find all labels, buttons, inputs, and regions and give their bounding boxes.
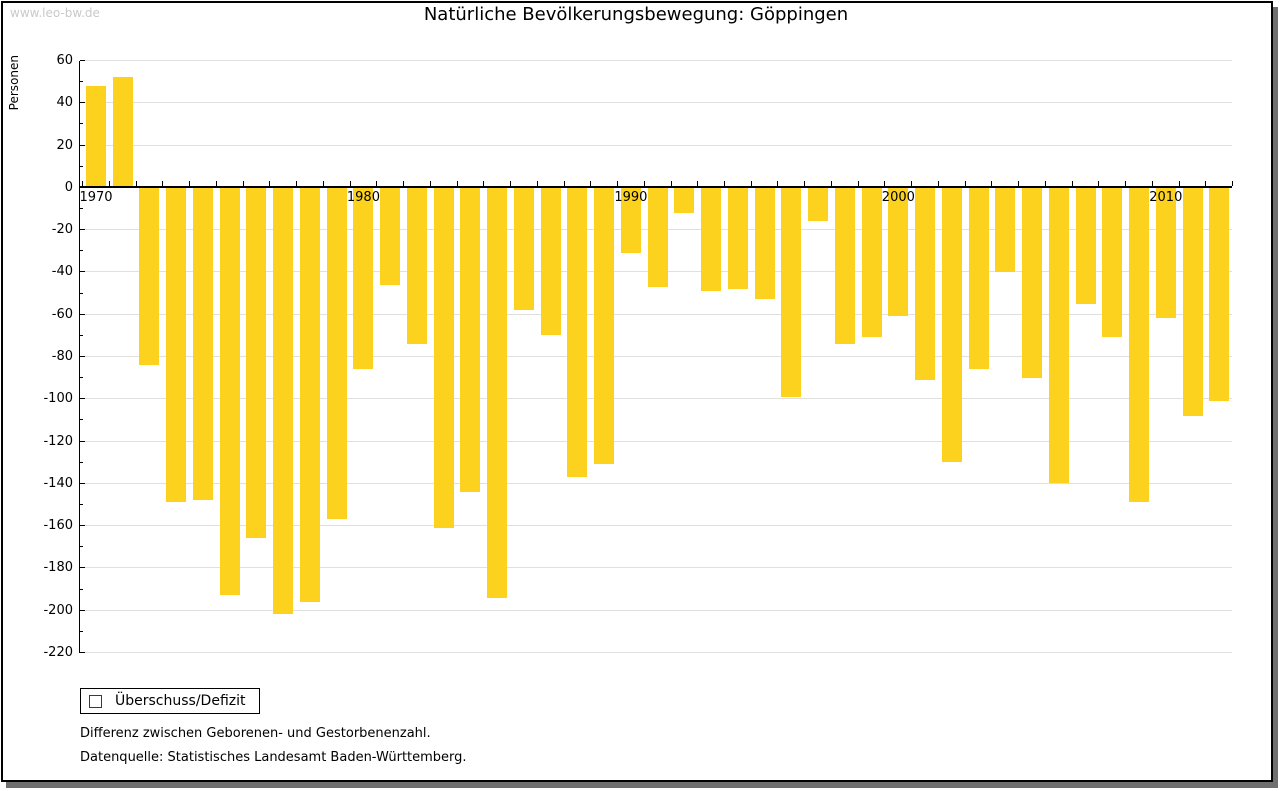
footnote-definition: Differenz zwischen Geborenen- und Gestor… [80, 726, 431, 741]
legend-label: Überschuss/Defizit [115, 693, 246, 709]
legend: Überschuss/Defizit [80, 688, 261, 714]
y-axis-title: Personen [7, 55, 21, 111]
footnote-source: Datenquelle: Statistisches Landesamt Bad… [80, 750, 467, 765]
watermark-text: www.leo-bw.de [10, 6, 100, 20]
chart-title: Natürliche Bevölkerungsbewegung: Göpping… [423, 4, 849, 25]
legend-swatch-icon [89, 694, 102, 708]
